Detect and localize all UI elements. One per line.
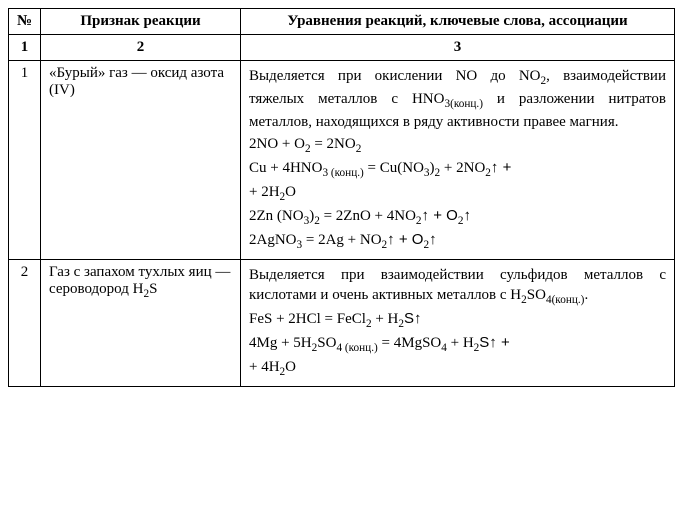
equations-cell: Выделяется при окислении NO до NO2, взаи… bbox=[241, 61, 675, 260]
equation: 4Mg + 5H2SO4 (конц.) = 4MgSO4 + H2S↑ + bbox=[249, 333, 666, 356]
subheader-3: 3 bbox=[241, 35, 675, 61]
row-number: 2 bbox=[9, 259, 41, 386]
equation: FeS + 2HCl = FeCl2 + H2S↑ bbox=[249, 309, 666, 332]
equation: 2Zn (NO3)2 = 2ZnO + 4NO2↑ + O2↑ bbox=[249, 206, 666, 229]
equation: 2AgNO3 = 2Ag + NO2↑ + O2↑ bbox=[249, 230, 666, 253]
sign-text: «Бурый» газ — оксид азота (IV) bbox=[49, 65, 224, 98]
table-row: 1 «Бурый» газ — оксид азота (IV) Выделяе… bbox=[9, 61, 675, 260]
table-subheader-row: 1 2 3 bbox=[9, 35, 675, 61]
equation: + 4H2O bbox=[249, 357, 666, 380]
reaction-sign-cell: «Бурый» газ — оксид азота (IV) bbox=[41, 61, 241, 260]
reaction-sign-cell: Газ с запахом тухлых яиц — сероводород H… bbox=[41, 259, 241, 386]
subheader-2: 2 bbox=[41, 35, 241, 61]
equation: Cu + 4HNO3 (конц.) = Cu(NO3)2 + 2NO2↑ + bbox=[249, 158, 666, 181]
header-equations: Уравнения реакций, ключевые слова, ассоц… bbox=[241, 9, 675, 35]
subheader-1: 1 bbox=[9, 35, 41, 61]
row-number: 1 bbox=[9, 61, 41, 260]
description-text: Выделяется при взаимодействии сульфидов … bbox=[249, 265, 666, 308]
table-header-row: № Признак реакции Уравнения реакций, клю… bbox=[9, 9, 675, 35]
equation: 2NO + O2 = 2NO2 bbox=[249, 134, 666, 157]
header-sign: Признак реакции bbox=[41, 9, 241, 35]
equations-cell: Выделяется при взаимодействии сульфидов … bbox=[241, 259, 675, 386]
reactions-table: № Признак реакции Уравнения реакций, клю… bbox=[8, 8, 675, 387]
description-text: Выделяется при окислении NO до NO2, взаи… bbox=[249, 66, 666, 133]
table-row: 2 Газ с запахом тухлых яиц — сероводород… bbox=[9, 259, 675, 386]
equation: + 2H2O bbox=[249, 182, 666, 205]
header-num: № bbox=[9, 9, 41, 35]
